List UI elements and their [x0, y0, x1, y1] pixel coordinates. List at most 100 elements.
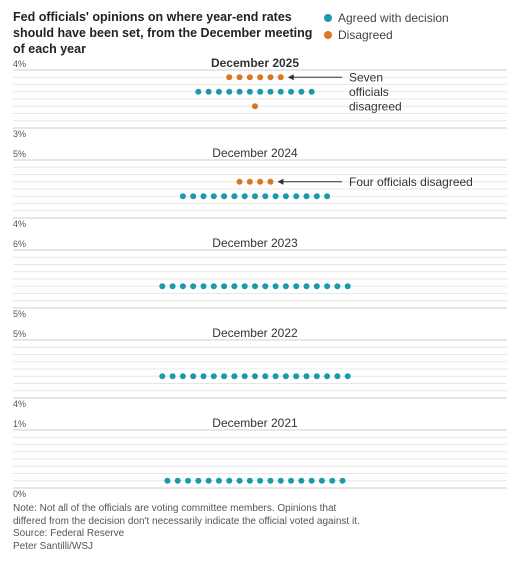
agreed-dot — [262, 373, 269, 380]
disagreed-dot — [257, 74, 264, 81]
agreed-dot — [344, 373, 351, 380]
agreed-dot — [236, 88, 243, 95]
agreed-dot — [226, 88, 233, 95]
agreed-dot — [272, 193, 279, 200]
agreed-dot — [169, 373, 176, 380]
agreed-dot — [195, 88, 202, 95]
panel-label: December 2024 — [212, 146, 298, 160]
agreed-dot — [344, 283, 351, 290]
agreed-dot — [169, 283, 176, 290]
legend-agreed-label: Agreed with decision — [338, 10, 449, 25]
agreed-dot — [329, 477, 336, 484]
footer: Note: Not all of the officials are votin… — [13, 503, 360, 553]
y-tick-label: 4% — [13, 399, 26, 409]
agreed-dot — [179, 193, 186, 200]
disagreed-dot — [267, 178, 274, 185]
agreed-dot — [215, 477, 222, 484]
agreed-dot — [226, 477, 233, 484]
agreed-dot — [190, 283, 197, 290]
agreed-dot — [215, 88, 222, 95]
disagreed-dot — [246, 178, 253, 185]
agreed-dot — [313, 373, 320, 380]
legend-agreed-marker — [324, 13, 332, 22]
agreed-dot — [334, 283, 341, 290]
legend-item-disagreed: Disagreed — [324, 26, 449, 43]
agreed-dot — [190, 373, 197, 380]
agreed-dot — [298, 477, 305, 484]
agreed-dot — [293, 373, 300, 380]
panel-label: December 2023 — [212, 236, 298, 250]
agreed-dot — [221, 373, 228, 380]
agreed-dot — [313, 283, 320, 290]
agreed-dot — [200, 283, 207, 290]
agreed-dot — [241, 373, 248, 380]
agreed-dot — [231, 193, 238, 200]
agreed-dot — [308, 477, 315, 484]
disagreed-dot — [257, 178, 264, 185]
agreed-dot — [200, 373, 207, 380]
agreed-dot — [185, 477, 192, 484]
legend-item-agreed: Agreed with decision — [324, 9, 449, 26]
annotation-text: disagreed — [349, 99, 402, 113]
agreed-dot — [179, 373, 186, 380]
annotation-text: Four officials disagreed — [349, 175, 473, 189]
agreed-dot — [205, 477, 212, 484]
agreed-dot — [159, 283, 166, 290]
agreed-dot — [339, 477, 346, 484]
agreed-dot — [324, 193, 331, 200]
footer-note-line1: Note: Not all of the officials are votin… — [13, 503, 337, 514]
agreed-dot — [195, 477, 202, 484]
agreed-dot — [236, 477, 243, 484]
agreed-dot — [262, 193, 269, 200]
agreed-dot — [210, 283, 217, 290]
disagreed-dot — [267, 74, 274, 81]
legend: Agreed with decision Disagreed — [324, 9, 449, 43]
agreed-dot — [205, 88, 212, 95]
legend-disagreed-label: Disagreed — [338, 27, 393, 42]
y-tick-label: 4% — [13, 219, 26, 229]
agreed-dot — [164, 477, 171, 484]
agreed-dot — [257, 88, 264, 95]
agreed-dot — [324, 283, 331, 290]
agreed-dot — [288, 477, 295, 484]
panel-label: December 2022 — [212, 326, 298, 340]
agreed-dot — [334, 373, 341, 380]
agreed-dot — [282, 283, 289, 290]
agreed-dot — [221, 283, 228, 290]
agreed-dot — [210, 193, 217, 200]
agreed-dot — [252, 193, 258, 200]
disagreed-dot — [252, 103, 258, 110]
footer-source: Source: Federal Reserve — [13, 528, 125, 539]
agreed-dot — [241, 193, 248, 200]
agreed-dot — [298, 88, 305, 95]
y-tick-label: 0% — [13, 489, 26, 499]
agreed-dot — [262, 283, 269, 290]
agreed-dot — [318, 477, 325, 484]
panel-label: December 2021 — [212, 416, 298, 430]
disagreed-dot — [246, 74, 253, 81]
agreed-dot — [252, 373, 258, 380]
legend-disagreed-marker — [324, 30, 332, 39]
agreed-dot — [246, 477, 253, 484]
chart-title: Fed officials' opinions on where year-en… — [13, 10, 313, 56]
agreed-dot — [303, 373, 310, 380]
agreed-dot — [303, 193, 310, 200]
agreed-dot — [267, 88, 274, 95]
y-tick-label: 5% — [13, 309, 26, 319]
disagreed-dot — [226, 74, 233, 81]
agreed-dot — [200, 193, 207, 200]
agreed-dot — [267, 477, 274, 484]
annotation-arrow-head — [277, 178, 284, 185]
agreed-dot — [179, 283, 186, 290]
agreed-dot — [241, 283, 248, 290]
y-tick-label: 5% — [13, 329, 26, 339]
agreed-dot — [221, 193, 228, 200]
y-tick-label: 6% — [13, 239, 26, 249]
agreed-dot — [324, 373, 331, 380]
disagreed-dot — [236, 74, 243, 81]
agreed-dot — [293, 283, 300, 290]
panel-label: December 2025 — [211, 56, 299, 70]
agreed-dot — [257, 477, 264, 484]
y-tick-label: 1% — [13, 419, 26, 429]
footer-credit: Peter Santilli/WSJ — [13, 540, 94, 552]
